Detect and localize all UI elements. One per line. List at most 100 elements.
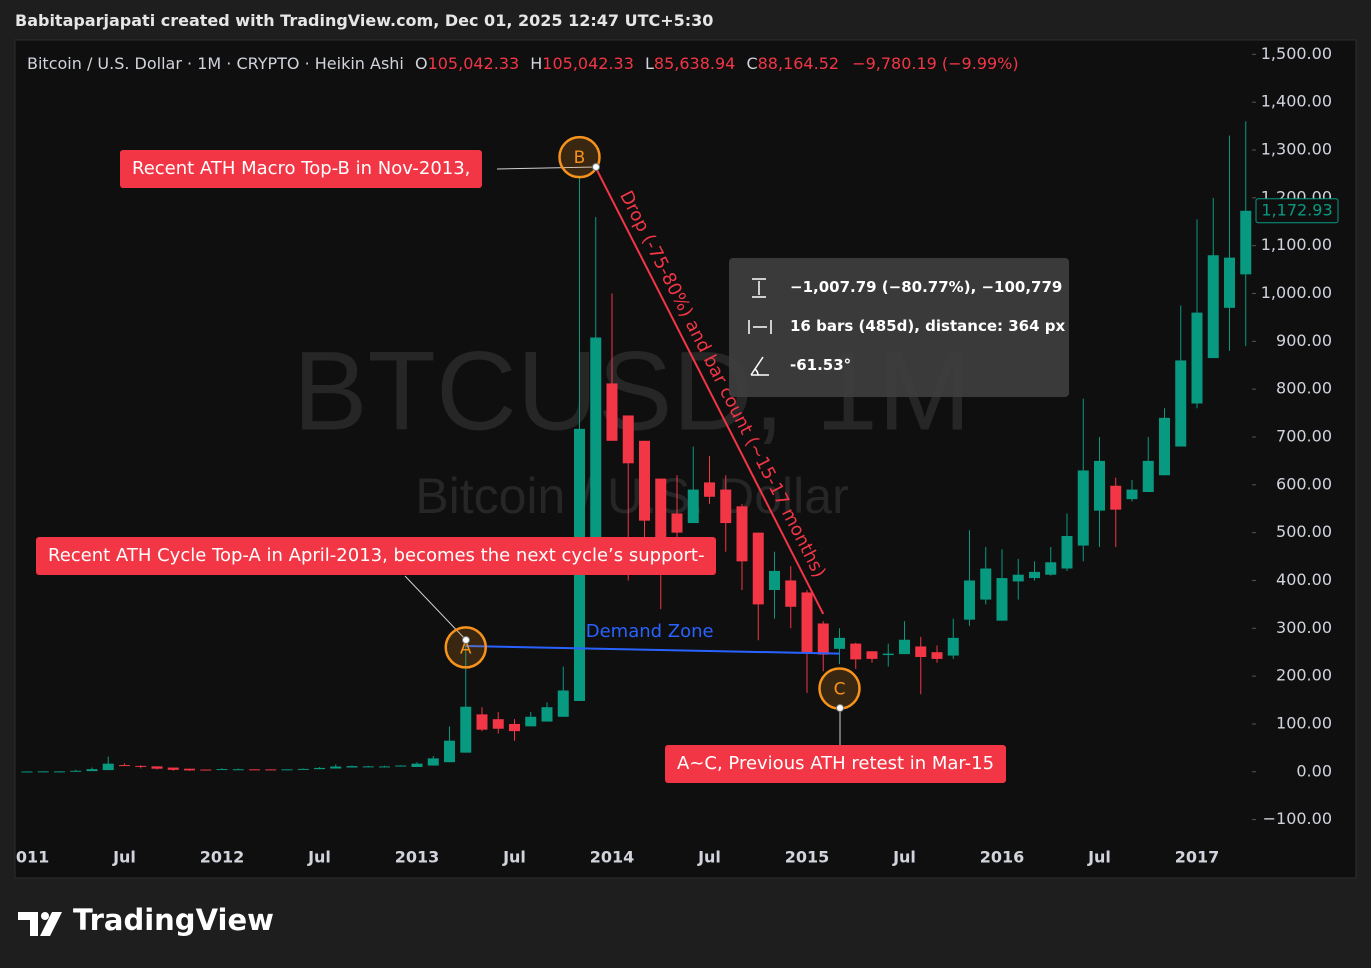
candle-body [704,482,715,497]
x-tick-label: Jul [307,848,331,867]
measure-tooltip: −1,007.79 (−80.77%), −100,779 16 bars (4… [729,258,1069,397]
candle-body [1240,210,1252,275]
logo-text: TradingView [73,903,274,937]
x-tick-label: 2012 [200,848,245,867]
candle-body [736,506,748,562]
y-tick-label: 700.00 [1276,426,1332,445]
candle-body [1061,535,1073,569]
x-tick-label: Jul [502,848,526,867]
candle-body [135,765,147,767]
y-tick-label: 1,400.00 [1261,92,1332,111]
candle-body [281,769,293,771]
low-value: 85,638.94 [654,54,735,73]
candle-body [996,578,1008,621]
x-tick-label: 2014 [590,848,635,867]
y-tick-label: 900.00 [1276,331,1332,350]
candle-body [947,637,959,656]
x-tick-label: Jul [892,848,916,867]
candle-body [509,723,520,732]
x-tick-label: 2013 [395,848,440,867]
y-tick-label: 400.00 [1276,570,1332,589]
measure-bars: 16 bars (485d), distance: 364 px [790,317,1066,335]
point-marker [558,135,601,179]
watermark-name: Bitcoin / U.S. Dollar [415,468,848,524]
candle-body [21,771,33,773]
candle-body [980,568,992,600]
low-label: L [645,54,654,73]
y-tick-label: 100.00 [1276,713,1332,732]
x-tick-label: 2011 [5,848,50,867]
candle-body [1029,571,1040,579]
y-tick-label: 1,000.00 [1261,283,1332,302]
open-label: O [415,54,428,73]
candle-body [882,653,894,656]
candle-body [216,769,228,771]
candle-body [1126,489,1138,500]
point-marker [444,626,487,669]
y-tick-label: 300.00 [1276,618,1332,637]
author-line: Babitaparjapati created with TradingView… [15,11,714,30]
point-marker-label: A [460,638,472,658]
time-axis: 2011 Jul 2012 Jul 2013 Jul 2014 Jul 2015 Jul 2016 J… [5,848,1220,867]
candle-body [200,769,212,771]
candle-body [70,770,82,772]
y-tick-label: 1,300.00 [1261,140,1332,159]
x-tick-label: 2017 [1175,848,1220,867]
candle-body [444,740,455,763]
candle-body [622,415,634,464]
trendline-label: Demand Zone [586,621,714,642]
trendline [594,167,825,615]
candle-body [915,646,927,657]
candle-body [476,714,488,730]
x-tick-label: 2015 [785,848,830,867]
candle-body [1191,312,1203,404]
last-price-tag [1255,198,1339,224]
candle-body [655,478,667,551]
y-tick-label: 600.00 [1276,474,1332,493]
candle-body [801,592,813,653]
candle-body [785,580,797,607]
candle-body [817,623,829,655]
x-tick-label: 2016 [980,848,1025,867]
candle-body [1110,485,1122,510]
candle-body [330,766,342,769]
candle-body [866,651,878,659]
candle-body [590,337,602,547]
candle-body [379,766,390,768]
x-tick-label: Jul [112,848,136,867]
ohlc-legend: Bitcoin / U.S. Dollar · 1M · CRYPTO · He… [27,54,1019,73]
y-tick-label: −100.00 [1263,809,1332,828]
callout-a: Recent ATH Cycle Top-A in April-2013, be… [36,537,717,575]
candle-body [1175,360,1187,447]
candle-body [297,768,309,770]
measure-price: −1,007.79 (−80.77%), −100,779 [790,278,1063,296]
y-tick-label: 200.00 [1276,666,1332,685]
candle-body [411,763,423,767]
candle-body [54,771,65,773]
candle-body [541,707,553,722]
y-tick-label: 0.00 [1296,761,1332,780]
logo-icon [18,912,62,936]
candle-body [492,719,504,729]
candle-body [899,639,910,655]
candle-body [1094,460,1105,511]
symbol: Bitcoin / U.S. Dollar · 1M · CRYPTO · He… [27,54,404,73]
connector [496,166,597,170]
candle-body [460,706,472,753]
x-tick-label: Jul [697,848,721,867]
anchor-dot [592,163,600,171]
y-tick-label: 500.00 [1276,522,1332,541]
candle-body [362,766,374,768]
candle-body [314,767,325,770]
last-price-label: 1,172.93 [1261,200,1332,219]
candle-body [769,570,780,591]
candle-body [151,766,163,769]
candle-body [265,769,277,771]
candle-body [86,769,98,772]
candle-body [1142,460,1154,492]
candle-body [964,580,975,620]
candle-body [1159,417,1170,476]
callout-b: Recent ATH Macro Top-B in Nov-2013, [120,150,483,188]
candle-body [167,767,179,770]
